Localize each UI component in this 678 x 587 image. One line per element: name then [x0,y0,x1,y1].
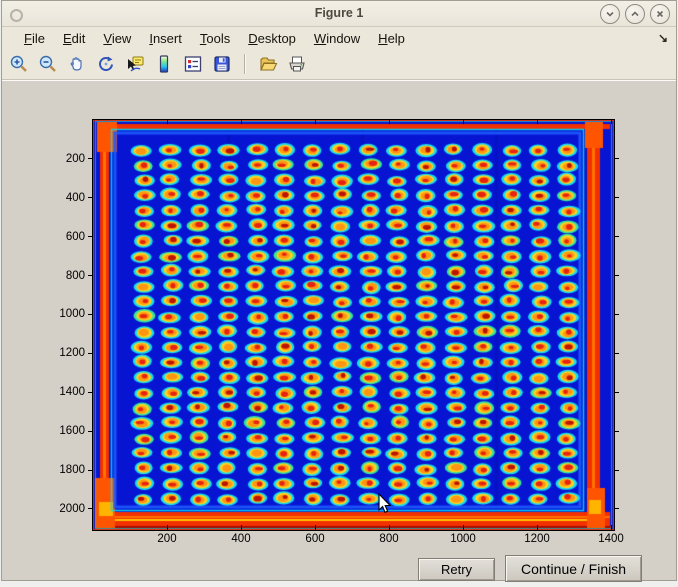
menu-item-file[interactable]: File [24,30,45,46]
menu-item-insert[interactable]: Insert [149,30,182,46]
hand-icon [70,57,82,71]
y-tick-label: 800 [65,269,85,282]
y-tick-label: 1800 [59,464,85,477]
figure-canvas: 200 400 600 800 1000 1200 1400 200 400 600 800 1000… [2,80,676,582]
y-tick-mark [88,197,92,199]
y-tick-mark [615,508,619,510]
y-tick-label: 1400 [59,386,85,399]
plot-axes: 200 400 600 800 1000 1200 1400 200 400 600 800 1000… [59,119,624,545]
x-tick-mark [610,120,612,124]
legend-button[interactable] [182,53,204,75]
menu-item-view[interactable]: View [103,30,132,46]
colorbar-icon [159,55,169,73]
y-tick-mark [88,158,92,160]
x-tick-mark [536,120,538,124]
toolbar-separator [244,54,246,74]
zoom-in-icon [10,55,27,72]
x-tick-mark [462,525,464,530]
zoom-out-button[interactable] [37,53,59,75]
y-tick-mark [88,391,92,393]
y-tick-mark [615,236,619,238]
y-tick-mark [88,275,92,277]
y-tick-label: 2000 [59,502,85,515]
x-tick-mark [240,525,242,530]
y-tick-mark [88,469,92,471]
menu-item-desktop[interactable]: Desktop [248,30,296,46]
y-tick-label: 600 [65,230,85,243]
y-tick-label: 1000 [59,308,85,321]
printer-icon [289,56,305,72]
y-tick-mark [615,275,619,277]
close-button[interactable] [650,4,670,24]
toolbar [2,49,676,80]
x-tick-mark [166,120,168,124]
x-tick-mark [536,525,538,530]
x-tick-label: 1200 [524,533,550,545]
open-button[interactable] [257,53,279,75]
x-tick-mark [166,525,168,530]
x-tick-label: 400 [231,533,251,545]
heatmap-image[interactable] [93,120,614,530]
x-tick-mark [388,525,390,530]
continue-finish-button[interactable]: Continue / Finish [505,555,642,582]
x-tick-mark [240,120,242,124]
y-tick-mark [88,508,92,510]
x-tick-mark [314,525,316,530]
y-tick-mark [88,313,92,315]
x-tick-mark [314,120,316,124]
titlebar[interactable]: Figure 1 [2,1,676,27]
x-tick-mark [462,120,464,124]
y-tick-mark [615,430,619,432]
retry-button[interactable]: Retry [418,558,495,581]
x-tick-mark [388,120,390,124]
y-tick-label: 200 [65,152,85,165]
zoom-out-icon [39,55,56,72]
save-button[interactable] [211,53,233,75]
y-tick-mark [615,158,619,160]
window-menu-icon[interactable] [10,9,23,22]
x-tick-label: 200 [157,533,177,545]
rotate-3d-button[interactable] [95,53,117,75]
y-tick-mark [615,352,619,354]
menu-item-help[interactable]: Help [378,30,405,46]
chevron-up-icon [631,11,639,17]
save-icon [214,56,230,72]
print-button[interactable] [286,53,308,75]
y-tick-label: 400 [65,191,85,204]
zoom-in-button[interactable] [8,53,30,75]
menu-overflow-icon[interactable]: ↘ [657,31,668,45]
legend-icon [184,56,202,72]
x-tick-label: 1400 [598,533,624,545]
x-tick-label: 600 [305,533,325,545]
window-title: Figure 1 [314,6,364,20]
pan-button[interactable] [66,53,88,75]
colorbar-button[interactable] [153,53,175,75]
menu-item-tools[interactable]: Tools [199,30,231,46]
y-tick-mark [88,352,92,354]
y-tick-label: 1600 [59,425,85,438]
maximize-button[interactable] [625,4,645,24]
menu-item-edit[interactable]: Edit [62,30,86,46]
y-tick-mark [615,469,619,471]
y-tick-mark [88,236,92,238]
y-tick-mark [615,197,619,199]
x-tick-label: 800 [379,533,399,545]
menubar: File Edit View Insert Tools Desktop Wind… [2,27,676,49]
data-cursor-icon [128,56,144,72]
x-tick-mark [610,525,612,530]
window-controls [600,4,670,24]
x-tick-label: 1000 [450,533,476,545]
data-cursor-button[interactable] [124,53,146,75]
minimize-button[interactable] [600,4,620,24]
open-folder-icon [260,57,278,71]
close-icon [656,10,664,18]
y-tick-mark [88,430,92,432]
chevron-down-icon [606,11,614,17]
y-tick-mark [615,391,619,393]
menu-item-window[interactable]: Window [313,30,361,46]
y-tick-label: 1200 [59,347,85,360]
rotate-icon [99,56,113,71]
y-tick-mark [615,313,619,315]
